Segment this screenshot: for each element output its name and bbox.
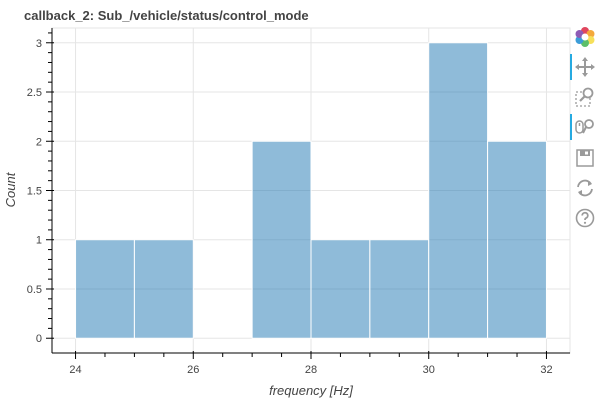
reset-icon: [577, 179, 593, 197]
wheel-zoom-tool-button[interactable]: [570, 114, 600, 140]
help-icon: [575, 208, 595, 228]
pan-icon: [575, 57, 595, 77]
box-zoom-icon: [575, 87, 594, 107]
bokeh-logo-icon: [575, 27, 595, 47]
histogram-bar: [310, 239, 371, 339]
y-axis-label: Count: [3, 171, 18, 207]
histogram-bar: [428, 42, 489, 339]
histogram-bar: [251, 140, 312, 339]
x-tick-label: 32: [540, 364, 552, 376]
y-tick-label: 0: [36, 333, 42, 345]
histogram-bars: [75, 42, 547, 339]
pan-tool-button[interactable]: [570, 54, 600, 80]
y-tick-label: 2: [36, 136, 42, 148]
y-axis: 0 0.5 1 1.5 2 2.5 3: [27, 28, 54, 353]
x-tick-label: 28: [305, 364, 317, 376]
help-tool-button[interactable]: [570, 205, 600, 231]
chart-title: callback_2: Sub_/vehicle/status/control_…: [24, 8, 309, 23]
y-tick-label: 1.5: [27, 186, 42, 198]
y-tick-label: 2.5: [27, 87, 42, 99]
histogram-bar: [369, 239, 430, 339]
reset-tool-button[interactable]: [570, 175, 600, 201]
x-tick-label: 24: [69, 364, 81, 376]
y-tick-label: 0.5: [27, 284, 42, 296]
wheel-zoom-icon: [575, 119, 594, 134]
x-axis-label: frequency [Hz]: [269, 383, 353, 398]
save-tool-button[interactable]: [570, 145, 600, 171]
x-tick-label: 30: [423, 364, 435, 376]
save-icon: [576, 149, 594, 167]
bokeh-logo[interactable]: [570, 24, 600, 50]
x-axis: 24 26 28 30 32: [52, 351, 570, 376]
box-zoom-tool-button[interactable]: [570, 84, 600, 110]
x-tick-label: 26: [187, 364, 199, 376]
histogram-bar: [75, 239, 135, 339]
histogram-bar: [133, 239, 194, 339]
histogram-bar: [487, 140, 547, 339]
y-tick-label: 3: [36, 38, 42, 50]
y-tick-label: 1: [36, 235, 42, 247]
